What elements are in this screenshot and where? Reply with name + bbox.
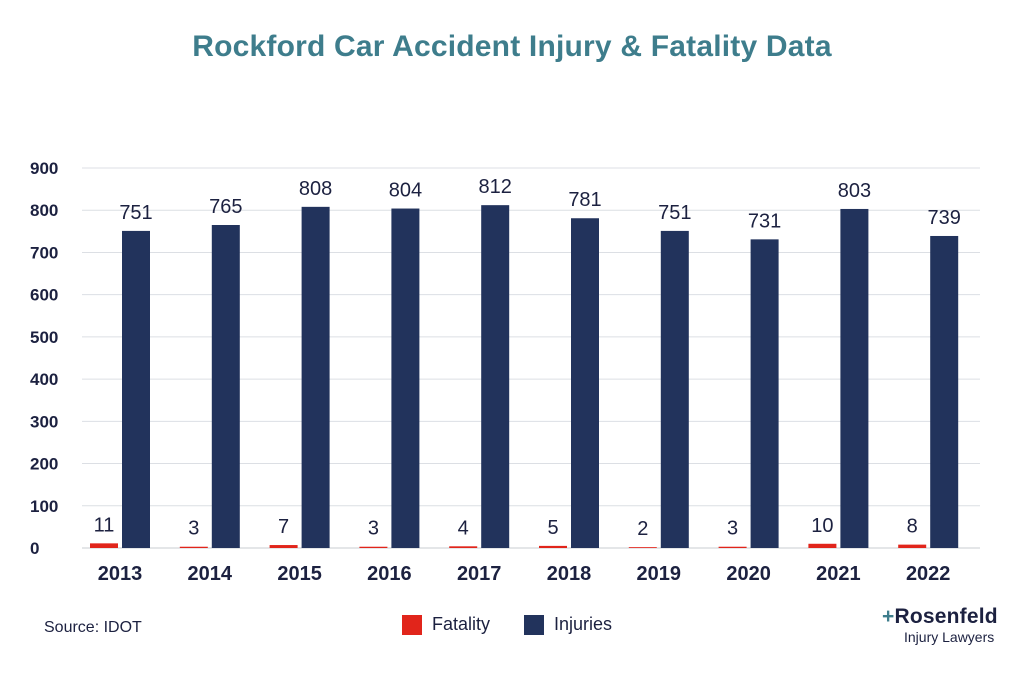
y-tick-label-700: 700 xyxy=(30,243,58,262)
bar-injuries-2014 xyxy=(211,225,240,548)
legend-item-fatality: Fatality xyxy=(402,614,490,635)
data-label-injuries-2014: 765 xyxy=(209,196,242,218)
bar-fatality-2018 xyxy=(539,545,567,548)
bar-fatality-2019 xyxy=(628,547,657,548)
y-tick-label-500: 500 xyxy=(30,328,58,347)
data-label-injuries-2021: 803 xyxy=(838,180,871,202)
x-tick-label-2016: 2016 xyxy=(367,563,412,585)
y-tick-label-300: 300 xyxy=(30,412,58,431)
data-label-fatality-2014: 3 xyxy=(188,518,199,540)
bar-injuries-2018 xyxy=(571,218,599,548)
data-label-fatality-2017: 4 xyxy=(458,517,469,539)
data-label-injuries-2016: 804 xyxy=(389,180,422,202)
y-tick-label-0: 0 xyxy=(30,539,39,558)
y-tick-label-800: 800 xyxy=(30,201,58,220)
x-tick-label-2021: 2021 xyxy=(816,563,861,585)
data-label-injuries-2022: 739 xyxy=(928,207,961,229)
labels: 0 100 200 300 400 500 600 700 800 900 11 751 2013 3 76… xyxy=(30,159,961,585)
chart-title: Rockford Car Accident Injury & Fatality … xyxy=(192,30,832,63)
bar-injuries-2013 xyxy=(122,230,150,548)
bar-fatality-2017 xyxy=(449,546,478,548)
bar-fatality-2021 xyxy=(808,543,837,548)
bar-fatality-2020 xyxy=(718,546,747,548)
data-label-injuries-2019: 751 xyxy=(658,202,691,224)
data-label-fatality-2020: 3 xyxy=(727,518,738,540)
data-label-fatality-2021: 10 xyxy=(811,515,833,537)
x-tick-label-2015: 2015 xyxy=(277,563,322,585)
legend-item-injuries: Injuries xyxy=(524,614,612,635)
y-tick-label-400: 400 xyxy=(30,370,58,389)
bar-injuries-2022 xyxy=(930,235,959,548)
bar-fatality-2014 xyxy=(179,546,208,548)
data-label-fatality-2013: 11 xyxy=(94,514,115,536)
data-label-fatality-2022: 8 xyxy=(907,516,918,538)
y-tick-label-200: 200 xyxy=(30,455,58,474)
x-tick-label-2020: 2020 xyxy=(726,563,771,585)
brand-name: +Rosenfeld xyxy=(882,606,1002,627)
x-tick-label-2018: 2018 xyxy=(547,563,592,585)
bars xyxy=(90,205,959,549)
data-label-injuries-2015: 808 xyxy=(299,178,332,200)
bar-injuries-2016 xyxy=(391,208,420,549)
x-tick-label-2013: 2013 xyxy=(98,563,143,585)
data-label-injuries-2013: 751 xyxy=(119,202,152,224)
x-tick-label-2017: 2017 xyxy=(457,563,502,585)
bar-fatality-2016 xyxy=(359,546,388,548)
brand-name-text: Rosenfeld xyxy=(894,605,998,628)
bar-injuries-2020 xyxy=(750,239,779,548)
data-label-injuries-2020: 731 xyxy=(748,210,781,232)
y-tick-label-600: 600 xyxy=(30,286,58,305)
brand-tagline: Injury Lawyers xyxy=(904,629,995,645)
y-tick-label-900: 900 xyxy=(30,159,58,178)
source-note: Source: IDOT xyxy=(44,619,142,636)
bar-fatality-2015 xyxy=(269,545,298,548)
brand-logo: +Rosenfeld Injury Lawyers xyxy=(882,606,1002,644)
bar-fatality-2013 xyxy=(90,543,118,548)
data-label-fatality-2016: 3 xyxy=(368,518,379,540)
data-label-fatality-2018: 5 xyxy=(547,517,558,539)
x-tick-label-2022: 2022 xyxy=(906,563,951,585)
legend-label-fatality: Fatality xyxy=(432,614,491,634)
bar-injuries-2021 xyxy=(840,208,869,548)
data-label-injuries-2017: 812 xyxy=(479,176,512,198)
legend: Fatality Injuries xyxy=(402,614,646,635)
legend-label-injuries: Injuries xyxy=(554,614,613,634)
x-tick-label-2014: 2014 xyxy=(188,563,233,585)
bar-injuries-2019 xyxy=(660,230,689,548)
bar-fatality-2022 xyxy=(898,544,927,548)
bar-injuries-2017 xyxy=(481,205,510,548)
legend-swatch-fatality xyxy=(402,614,422,635)
data-label-fatality-2015: 7 xyxy=(278,516,289,538)
data-label-injuries-2018: 781 xyxy=(568,189,601,211)
brand-plus-icon: + xyxy=(882,605,895,628)
x-tick-label-2019: 2019 xyxy=(637,563,682,585)
y-tick-label-100: 100 xyxy=(30,497,58,516)
legend-swatch-injuries xyxy=(524,614,545,635)
data-label-fatality-2019: 2 xyxy=(637,518,648,540)
bar-injuries-2015 xyxy=(301,206,330,548)
